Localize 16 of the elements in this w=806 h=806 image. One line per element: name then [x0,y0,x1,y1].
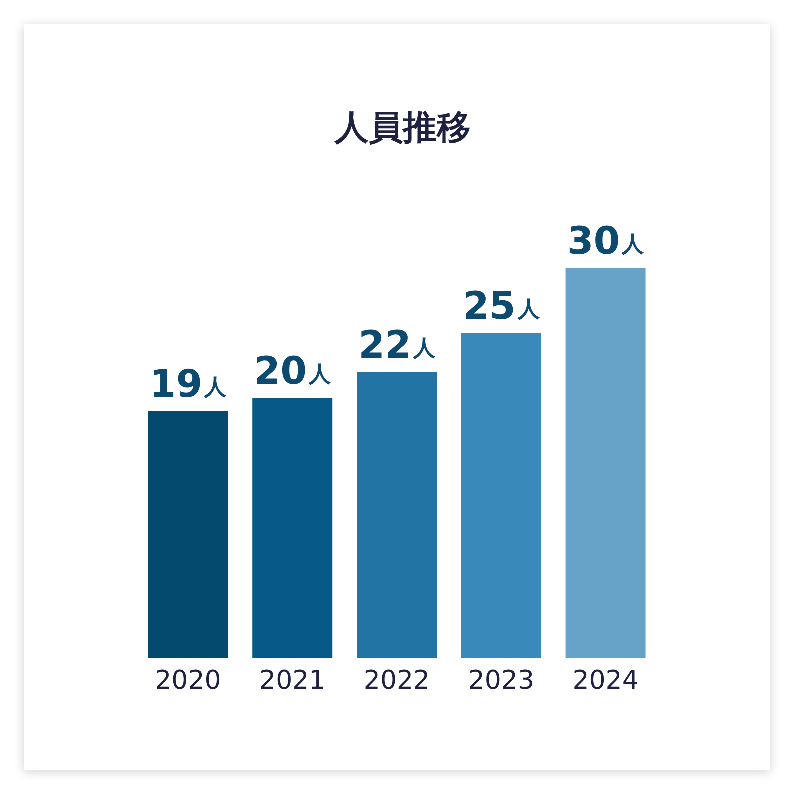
chart-title: 人員推移 [334,108,471,148]
x-tick-label: 2023 [468,666,534,696]
bar [148,411,228,658]
data-label: 19人 [150,362,228,406]
data-label: 20人 [254,349,332,393]
data-label: 22人 [358,323,436,367]
bar [461,333,542,658]
x-tick-label: 2022 [364,666,430,696]
x-tick-label: 2024 [572,666,639,696]
bar [357,372,437,658]
bar [252,398,333,658]
bar [566,268,646,658]
x-tick-label: 2020 [155,666,222,696]
data-label: 30人 [567,219,646,263]
x-tick-label: 2021 [260,666,326,696]
data-label: 25人 [462,284,541,328]
